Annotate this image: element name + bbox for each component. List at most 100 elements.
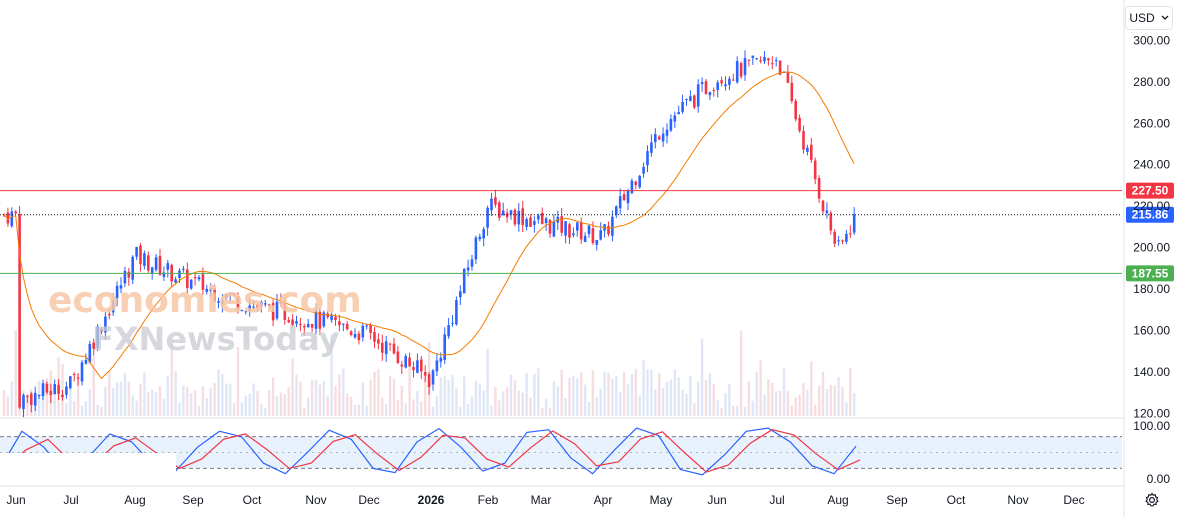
candle	[349, 330, 353, 337]
moving-average	[3, 71, 855, 380]
candle	[381, 334, 384, 361]
volume-bar	[778, 390, 782, 416]
volume-bar	[381, 397, 384, 416]
volume-bar	[611, 378, 614, 416]
candle	[501, 202, 505, 216]
volume-bar	[400, 385, 403, 416]
volume-bar	[587, 401, 591, 416]
candle	[240, 309, 244, 312]
candle	[318, 307, 322, 336]
candle	[205, 284, 209, 295]
volume-bar	[622, 372, 626, 416]
volume-bar	[544, 398, 548, 416]
candle	[384, 335, 388, 362]
currency-selector[interactable]: USD	[1125, 6, 1173, 30]
volume-bar	[396, 399, 400, 416]
candle	[271, 299, 275, 327]
time-tick-label: 2026	[418, 493, 445, 507]
volume-bar	[677, 377, 680, 416]
volume-bar	[650, 370, 653, 416]
time-tick-label: Oct	[243, 493, 262, 507]
volume-bar	[552, 381, 556, 416]
volume-bar	[127, 381, 130, 416]
volume-bar	[291, 358, 294, 416]
volume-bar	[84, 401, 88, 416]
volume-bar	[478, 383, 481, 416]
candle	[685, 98, 688, 107]
volume-bar	[10, 381, 13, 416]
candle	[420, 355, 423, 380]
candle	[248, 298, 251, 317]
volume-bar	[591, 370, 595, 416]
candle	[529, 214, 532, 228]
volume-bar	[825, 389, 829, 416]
volume-bar	[443, 376, 446, 416]
volume-bar	[182, 385, 185, 416]
volume-bar	[69, 379, 72, 416]
time-tick-label: Jun	[6, 493, 25, 507]
volume-bar	[275, 395, 279, 416]
candle	[533, 216, 536, 233]
volume-bar	[689, 376, 692, 416]
volume-bar	[654, 389, 657, 416]
volume-bar	[268, 390, 271, 416]
candle	[244, 310, 248, 315]
volume-bar	[112, 388, 115, 416]
volume-bar	[724, 393, 727, 416]
oscillator	[0, 427, 861, 485]
candle	[158, 248, 162, 276]
volume-bar	[162, 398, 166, 416]
candle	[560, 207, 563, 237]
volume-bar	[712, 384, 715, 416]
volume-bar	[322, 381, 325, 416]
svg-text:187.55: 187.55	[1132, 266, 1169, 280]
candle	[806, 144, 809, 156]
volume-bar	[252, 383, 255, 416]
candle	[388, 342, 392, 351]
candle	[521, 201, 524, 233]
volume-bar	[661, 388, 665, 416]
volume-bar	[334, 385, 337, 416]
resistance-label: 227.50	[1126, 182, 1174, 199]
volume-bar	[92, 354, 95, 416]
gear-icon[interactable]	[1142, 490, 1162, 510]
candle	[213, 284, 216, 302]
candle	[287, 317, 290, 324]
volume-bar	[685, 393, 688, 416]
volume-bar	[849, 368, 852, 416]
candle	[131, 255, 134, 285]
candle	[583, 232, 587, 243]
volume-bar	[26, 393, 29, 416]
volume-bar	[470, 396, 474, 416]
candle	[306, 318, 310, 328]
candle	[166, 259, 170, 278]
candle	[513, 208, 517, 227]
candle	[474, 235, 478, 264]
time-tick-label: Sep	[886, 493, 908, 507]
volume-bar	[108, 371, 111, 416]
volume-bar	[572, 375, 575, 416]
price-tick-label: 140.00	[1133, 365, 1170, 379]
candle	[595, 239, 599, 251]
volume-bar	[463, 376, 466, 416]
volume-bar	[564, 398, 567, 416]
candle	[482, 226, 485, 247]
candle	[423, 365, 427, 383]
candle	[657, 134, 661, 141]
candle	[41, 379, 45, 401]
volume-bar	[314, 379, 318, 416]
candle	[275, 293, 279, 321]
candle	[724, 76, 727, 91]
volume-bar	[638, 395, 641, 416]
candle	[767, 57, 770, 66]
candle	[615, 205, 618, 219]
volume-bar	[349, 396, 353, 416]
volume-bar	[642, 359, 645, 416]
grid	[0, 0, 1125, 517]
candle	[634, 180, 638, 190]
volume-bar	[232, 403, 236, 416]
candle	[435, 353, 439, 377]
time-tick-label: Mar	[531, 493, 552, 507]
volume-bar	[178, 402, 181, 416]
